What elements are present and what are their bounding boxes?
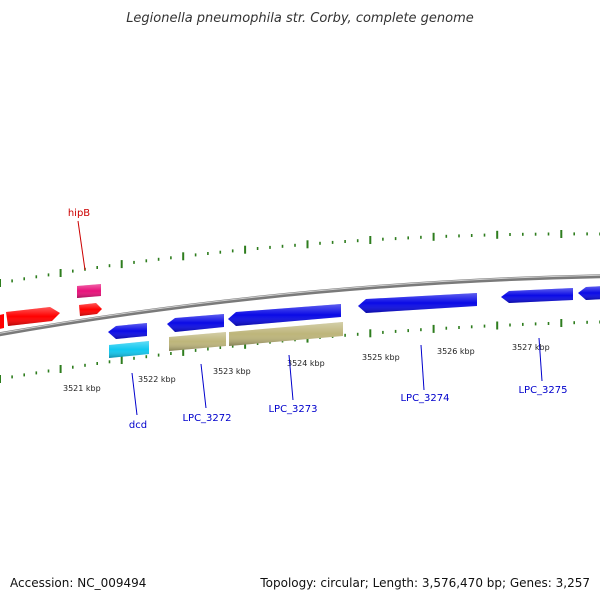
- reverse-strand-genes: [108, 286, 600, 358]
- gene-arrow-LPC_3273-gloss: [229, 322, 343, 346]
- genome-backbone-highlight: [0, 274, 600, 334]
- forward-strand-genes: [0, 284, 102, 330]
- scale-tick-label: 3522 kbp: [138, 375, 176, 384]
- leader-line-LPC_3273: [288, 354, 294, 401]
- outer-tick-row: [0, 230, 600, 287]
- genome-summary-text: Topology: circular; Length: 3,576,470 bp…: [259, 576, 590, 590]
- map-title: Legionella pneumophila str. Corby, compl…: [126, 11, 474, 26]
- gene-arrow-LPC_3274-gloss: [358, 293, 477, 313]
- gene-arrow-dcd-gloss: [109, 341, 149, 358]
- gene-label-hipB[interactable]: hipB: [68, 208, 90, 219]
- gene-arrow-forward-gloss: [6, 307, 60, 326]
- gene-label-leaders: [77, 220, 543, 416]
- gene-arrow-hipB-neighbor-gloss: [77, 284, 101, 298]
- scale-tick-label: 3525 kbp: [362, 353, 400, 362]
- leader-line-LPC_3274: [420, 344, 425, 391]
- gene-label-dcd[interactable]: dcd: [129, 420, 147, 431]
- gene-arrow-forward-left[interactable]: [0, 314, 4, 330]
- gene-arrow-LPC_3273-upper-gloss: [228, 304, 341, 326]
- scale-tick-label: 3523 kbp: [213, 367, 251, 376]
- leader-line-LPC_3272: [200, 363, 207, 409]
- gene-label-LPC_3275[interactable]: LPC_3275: [518, 385, 567, 396]
- scale-tick-label: 3527 kbp: [512, 343, 550, 352]
- gene-labels: hipB dcd LPC_3272 LPC_3273 LPC_3274 LPC_…: [68, 208, 568, 431]
- accession-text: Accession: NC_009494: [10, 576, 146, 590]
- scale-labels: 3521 kbp 3522 kbp 3523 kbp 3524 kbp 3525…: [63, 343, 550, 393]
- gene-label-LPC_3274[interactable]: LPC_3274: [400, 393, 449, 404]
- scale-tick-label: 3526 kbp: [437, 347, 475, 356]
- leader-line-hipB: [77, 220, 86, 271]
- gene-arrow-LPC_3275-gloss: [501, 288, 573, 303]
- leader-line-dcd: [131, 372, 138, 416]
- scale-tick-label: 3524 kbp: [287, 359, 325, 368]
- gene-arrow-reverse-gloss: [108, 323, 147, 339]
- gene-arrow-reverse-gloss: [167, 314, 224, 332]
- scale-tick-label: 3521 kbp: [63, 384, 101, 393]
- gene-arrow-reverse-right-gloss: [578, 286, 600, 300]
- gene-label-LPC_3272[interactable]: LPC_3272: [182, 413, 231, 424]
- genome-backbone: [0, 274, 600, 337]
- leader-line-LPC_3275: [538, 337, 543, 382]
- gene-arrow-hipB-gloss: [79, 303, 102, 316]
- gene-label-LPC_3273[interactable]: LPC_3273: [268, 404, 317, 415]
- gene-arrow-LPC_3272-gloss: [169, 332, 226, 351]
